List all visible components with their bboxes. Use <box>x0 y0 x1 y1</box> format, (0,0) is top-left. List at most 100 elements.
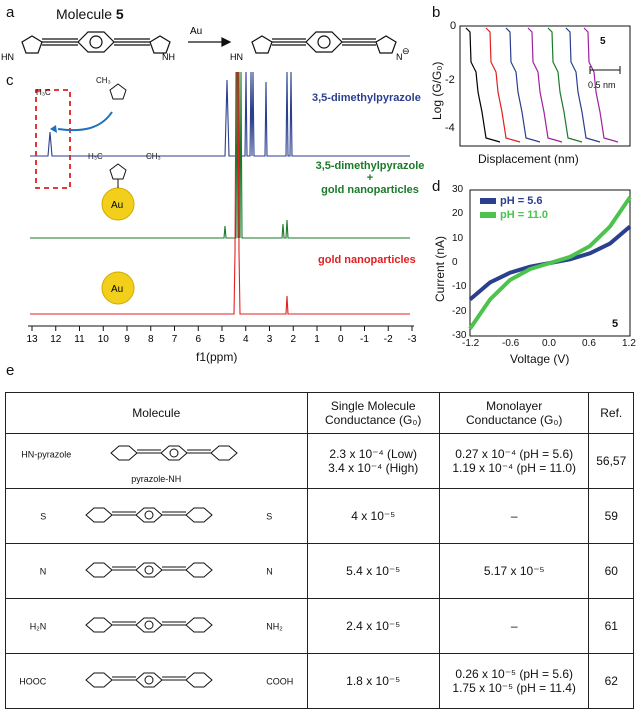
mono-value: 1.19 x 10⁻⁴ (pH = 11.0) <box>452 461 577 475</box>
iv-molecule-label: 5 <box>612 318 619 330</box>
iv-x-label: Voltage (V) <box>510 352 570 366</box>
single-conductance-cell: 5.4 x 10⁻⁵ <box>306 543 440 599</box>
left-group-label: H₂N <box>29 621 47 632</box>
molecule-cell: H₂N NH₂ <box>5 598 308 654</box>
iv-xtick: -0.6 <box>502 338 520 349</box>
structure-drawing <box>46 672 266 698</box>
mono-value: 5.17 x 10⁻⁵ <box>483 564 545 578</box>
traces-ytick-2: -2 <box>445 74 455 86</box>
monolayer-conductance-cell: – <box>438 488 590 544</box>
scale-label: 0.5 nm <box>588 80 616 90</box>
ref-cell: 60 <box>588 543 634 599</box>
legend-pyrazole-gold: 3,5-dimethylpyrazole + gold nanoparticle… <box>312 160 428 196</box>
spectrum-gold <box>30 72 410 315</box>
left-group-label: HN-pyrazole <box>21 449 72 460</box>
iv-xtick: -1.2 <box>462 338 480 349</box>
nmr-tick-label: -1 <box>360 334 369 345</box>
header-single-line1: Single Molecule <box>330 399 416 413</box>
traces-frame <box>459 25 631 147</box>
monolayer-conductance-cell: 0.26 x 10⁻⁵ (pH = 5.6) 1.75 x 10⁻⁵ (pH = … <box>438 653 590 709</box>
legend-gold: gold nanoparticles <box>318 254 416 266</box>
legend-ph110: pH = 11.0 <box>500 209 549 221</box>
nmr-x-ticks: 13 12 11 10 9 8 7 6 5 4 3 2 1 0 -1 -2 -3 <box>26 326 417 345</box>
single-conductance-cell: 2.3 x 10⁻⁴ (Low) 3.4 x 10⁻⁴ (High) <box>306 433 440 489</box>
molecule-cell: HOOC COOH <box>5 653 308 709</box>
conductance-trace <box>547 27 583 143</box>
benzene-ring-left <box>77 31 115 53</box>
mono-value: 0.26 x 10⁻⁵ (pH = 5.6) <box>455 667 574 681</box>
nmr-tick-label: 3 <box>267 334 273 345</box>
single-conductance-cell: 1.8 x 10⁻⁵ <box>306 653 440 709</box>
h3c-label-1: H₃C <box>36 88 51 97</box>
mono-value: 1.75 x 10⁻⁵ (pH = 11.4) <box>452 681 576 695</box>
molecule-structure <box>85 507 214 522</box>
mono-value: – <box>510 509 518 523</box>
conductance-trace <box>505 27 541 143</box>
structure-drawing <box>71 445 291 471</box>
iv-xtick: 1.2 <box>622 338 636 349</box>
legend-swatch-ph56 <box>480 198 496 204</box>
single-conductance-cell: 2.4 x 10⁻⁵ <box>306 598 440 654</box>
single-conductance-cell: 4 x 10⁻⁵ <box>306 488 440 544</box>
header-mono-line2: Conductance (G₀) <box>466 413 563 427</box>
molecule-structure <box>85 672 214 687</box>
right-group-label: COOH <box>266 676 294 687</box>
molecule-5-title-prefix: Molecule <box>56 6 113 22</box>
molecule-cell: HN-pyrazole pyrazole-NH <box>5 433 308 489</box>
nmr-tick-label: 9 <box>124 334 130 345</box>
nmr-tick-label: 5 <box>219 334 225 345</box>
mono-value: 0.27 x 10⁻⁴ (pH = 5.6) <box>455 447 574 461</box>
ch3-label-1: CH₃ <box>96 76 111 85</box>
iv-ytick: -20 <box>452 305 467 317</box>
spectrum-pyrazole-gold <box>30 72 410 239</box>
single-value: 2.3 x 10⁻⁴ (Low) <box>329 447 417 461</box>
iv-ytick: 30 <box>452 184 464 195</box>
nmr-tick-label: 2 <box>290 334 296 345</box>
iv-ytick: -10 <box>452 281 467 293</box>
legend-swatch-ph110 <box>480 212 496 218</box>
nmr-tick-label: 6 <box>195 334 201 345</box>
iv-y-label: Current (nA) <box>433 235 447 302</box>
legend-pyrazole-gold-line2: gold nanoparticles <box>321 184 419 196</box>
conductance-trace <box>465 27 501 143</box>
nmr-tick-label: 4 <box>243 334 249 345</box>
nmr-tick-label: 13 <box>26 334 38 345</box>
molecule-5-number: 5 <box>115 6 124 22</box>
nmr-tick-label: 11 <box>74 334 85 345</box>
traces-ytick-4: -4 <box>445 122 455 134</box>
nmr-tick-label: 12 <box>50 334 62 345</box>
nmr-tick-label: 1 <box>314 334 320 345</box>
table-header-row: Molecule Single Molecule Conductance (G₀… <box>5 392 634 434</box>
ref-cell: 61 <box>588 598 634 654</box>
iv-ytick: -30 <box>452 330 467 341</box>
panel-label-d: d <box>432 178 441 195</box>
iv-xtick: 0.6 <box>582 338 596 349</box>
ref-cell: 59 <box>588 488 634 544</box>
single-value: 5.4 x 10⁻⁵ <box>346 564 401 578</box>
traces-y-label: Log (G/G₀) <box>430 61 444 120</box>
conductance-table: Molecule Single Molecule Conductance (G₀… <box>5 392 634 709</box>
nmr-tick-label: 0 <box>338 334 344 345</box>
legend-plus: + <box>366 172 374 184</box>
ref-cell: 56,57 <box>588 433 634 489</box>
iv-ytick: 10 <box>452 232 464 244</box>
benzene-ring-right <box>305 31 343 53</box>
nmr-tick-label: 10 <box>98 334 110 345</box>
structure-drawing <box>46 507 266 533</box>
header-mono: Monolayer Conductance (G₀) <box>438 392 590 434</box>
iv-xtick: 0.0 <box>542 338 556 349</box>
pyrazole-structure-2 <box>109 163 127 180</box>
atom-hn-product: HN <box>230 52 243 62</box>
structure-drawing <box>46 617 266 643</box>
gold-nanoparticle-2 <box>101 271 135 305</box>
right-group-label: NH₂ <box>266 621 283 632</box>
pyrazole-ring-left <box>21 35 43 54</box>
spectrum-pyrazole <box>30 72 410 157</box>
traces-x-label: Displacement (nm) <box>478 152 579 166</box>
iv-ytick: 20 <box>452 208 464 220</box>
header-single-line2: Conductance (G₀) <box>325 413 422 427</box>
pyrazole-structure-1 <box>109 83 127 100</box>
legend-ph56: pH = 5.6 <box>500 195 543 207</box>
